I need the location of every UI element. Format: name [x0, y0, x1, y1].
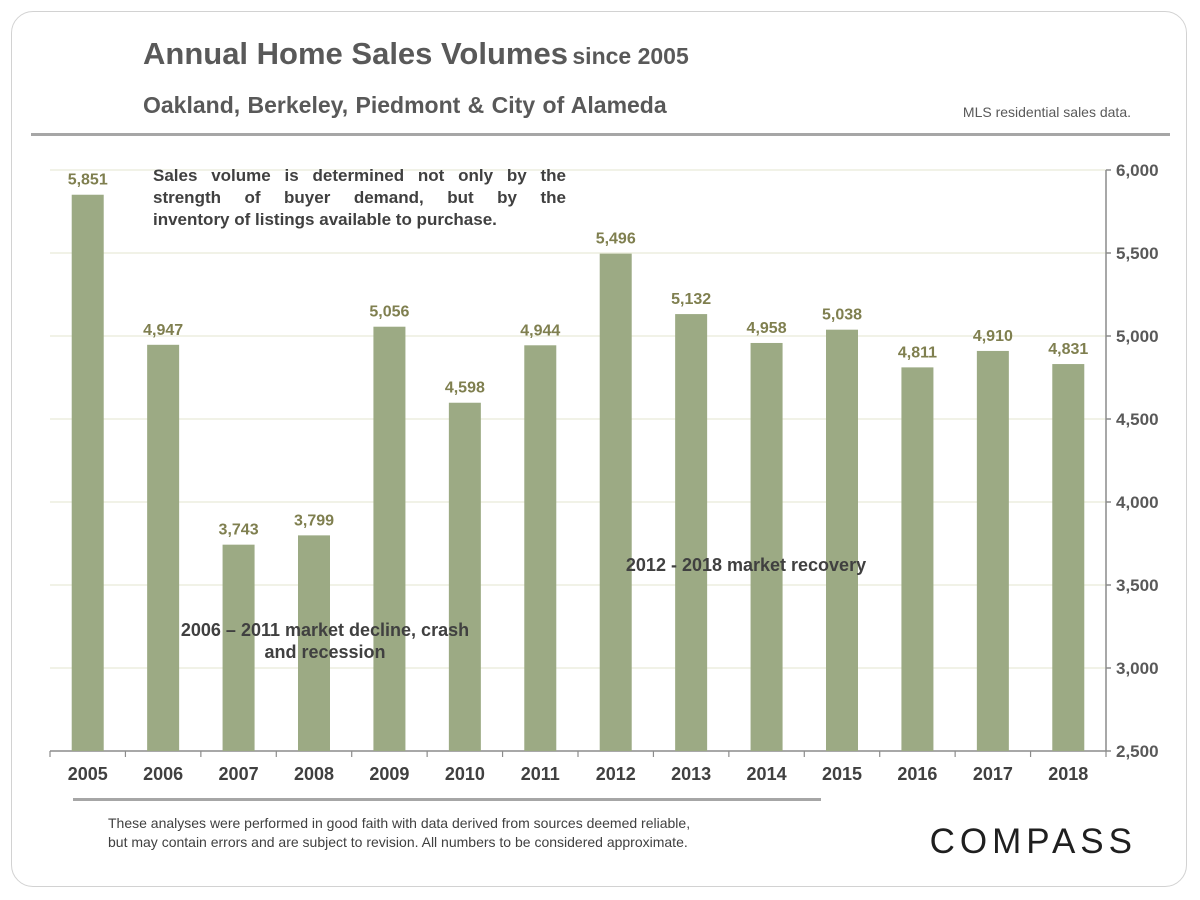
disclaimer-line: These analyses were performed in good fa…: [108, 815, 691, 831]
y-tick-label: 2,500: [1116, 742, 1159, 761]
y-tick-label: 3,500: [1116, 576, 1159, 595]
data-label: 5,496: [596, 231, 636, 248]
chart-subtitle: Oakland, Berkeley, Piedmont & City of Al…: [143, 92, 667, 118]
decline-annotation: 2006 – 2011 market decline, crash and re…: [150, 619, 500, 663]
data-label: 4,910: [973, 328, 1013, 345]
y-tick-label: 6,000: [1116, 161, 1159, 180]
sales-volume-note: Sales volume is determined not only by t…: [153, 165, 566, 231]
x-tick-label: 2009: [369, 764, 409, 784]
x-tick-label: 2008: [294, 764, 334, 784]
x-tick-label: 2014: [747, 764, 787, 784]
bar: [71, 194, 104, 751]
bar: [826, 329, 858, 751]
data-label: 3,743: [219, 522, 259, 539]
y-tick-label: 4,000: [1116, 493, 1159, 512]
x-tick-label: 2017: [973, 764, 1013, 784]
x-tick-label: 2018: [1048, 764, 1088, 784]
y-tick-label: 3,000: [1116, 659, 1159, 678]
source-note: MLS residential sales data.: [962, 104, 1131, 120]
bar: [147, 344, 180, 751]
chart-title-main: Annual Home Sales Volumes: [143, 36, 568, 71]
chart-title-suffix: since 2005: [572, 43, 689, 69]
bar: [675, 314, 708, 751]
x-tick-label: 2011: [521, 764, 560, 784]
y-tick-label: 4,500: [1116, 410, 1159, 429]
decline-annotation-line: 2006 – 2011 market decline, crash: [180, 620, 470, 640]
data-label: 4,811: [898, 344, 937, 361]
data-label: 4,831: [1048, 341, 1088, 358]
bar: [750, 342, 783, 751]
chart-title: Annual Home Sales Volumes since 2005: [143, 36, 689, 72]
bar: [373, 326, 406, 751]
y-tick-label: 5,000: [1116, 327, 1159, 346]
data-label: 3,799: [294, 512, 334, 529]
sales-note-line: Sales volume is determined not only by t…: [153, 166, 566, 185]
x-tick-label: 2012: [596, 764, 636, 784]
data-label: 5,132: [671, 291, 711, 308]
bar: [222, 544, 255, 751]
bar: [599, 253, 632, 751]
data-label: 4,944: [520, 322, 560, 339]
bar: [298, 535, 330, 751]
header-divider: [31, 133, 1170, 136]
sales-note-line: inventory of listings available to purch…: [153, 210, 497, 229]
x-tick-label: 2015: [822, 764, 862, 784]
compass-logo: COMPASS: [929, 822, 1137, 861]
decline-annotation-line: and recession: [264, 642, 386, 662]
data-label: 5,851: [68, 172, 108, 189]
sales-note-line: strength of buyer demand, but by the: [153, 188, 566, 207]
recovery-annotation: 2012 - 2018 market recovery: [625, 555, 867, 575]
data-label: 5,056: [369, 304, 409, 321]
bar: [1052, 364, 1085, 751]
data-label: 4,958: [747, 320, 787, 337]
bar: [524, 345, 557, 751]
footer-divider: [73, 798, 821, 801]
y-tick-label: 5,500: [1116, 244, 1159, 263]
x-tick-label: 2007: [219, 764, 259, 784]
bar: [448, 402, 481, 751]
bar: [976, 350, 1009, 751]
x-tick-label: 2010: [445, 764, 485, 784]
disclaimer-line: but may contain errors and are subject t…: [108, 834, 688, 850]
data-label: 4,947: [143, 322, 183, 339]
x-tick-label: 2016: [897, 764, 937, 784]
data-label: 5,038: [822, 307, 862, 324]
x-tick-label: 2013: [671, 764, 711, 784]
data-label: 4,598: [445, 380, 485, 397]
disclaimer: These analyses were performed in good fa…: [108, 814, 690, 852]
bar: [901, 367, 934, 751]
x-tick-label: 2005: [68, 764, 108, 784]
x-tick-label: 2006: [143, 764, 183, 784]
